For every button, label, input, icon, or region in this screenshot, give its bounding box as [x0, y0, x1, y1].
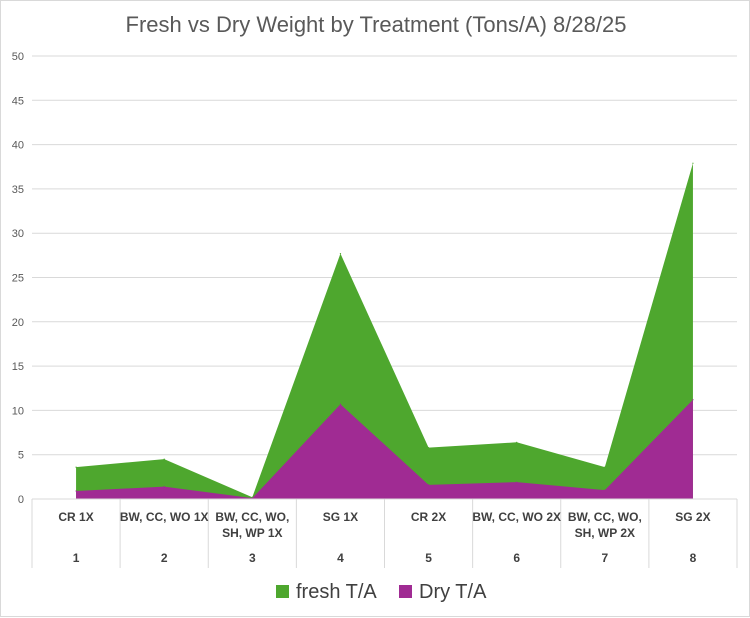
- data-point: [604, 466, 606, 468]
- y-tick-label: 25: [12, 273, 24, 285]
- y-tick-label: 0: [18, 494, 24, 506]
- x-tick-number: 5: [425, 551, 432, 565]
- x-tick-label: SH, WP 2X: [575, 526, 635, 540]
- y-tick-label: 40: [12, 140, 24, 152]
- x-tick-label: BW, CC, WO,: [568, 510, 642, 524]
- x-tick-number: 3: [249, 551, 256, 565]
- x-axis: CR 1X 1 BW, CC, WO 1X 2 BW, CC, WO, SH, WP 1X…: [31, 498, 738, 568]
- x-tick-number: 2: [161, 551, 168, 565]
- y-tick-label: 35: [12, 184, 24, 196]
- y-tick-label: 20: [12, 317, 24, 329]
- data-point: [163, 485, 165, 488]
- data-point: [75, 490, 77, 492]
- data-point: [339, 403, 342, 405]
- data-point: [516, 441, 518, 443]
- data-point: [339, 252, 342, 255]
- legend-swatch: [399, 585, 412, 598]
- x-tick-label: CR 1X: [58, 510, 93, 524]
- legend: fresh T/A Dry T/A: [276, 581, 487, 603]
- x-tick-label: SG 2X: [675, 510, 710, 524]
- chart-title: Fresh vs Dry Weight by Treatment (Tons/A…: [126, 12, 627, 37]
- data-point: [75, 466, 77, 468]
- legend-swatch: [276, 585, 289, 598]
- series-area: [76, 399, 693, 499]
- y-axis-ticks: 0 5 10 15 20 25 30 35 40 45 50: [12, 51, 24, 506]
- y-tick-label: 30: [12, 228, 24, 240]
- x-tick-label: BW, CC, WO 2X: [472, 510, 561, 524]
- y-tick-label: 45: [12, 95, 24, 107]
- x-tick-number: 1: [73, 551, 80, 565]
- x-tick-number: 4: [337, 551, 344, 565]
- x-tick-label: SG 1X: [323, 510, 358, 524]
- y-tick-label: 50: [12, 51, 24, 63]
- data-point: [692, 162, 694, 164]
- y-tick-label: 5: [18, 450, 24, 462]
- legend-label: fresh T/A: [296, 581, 377, 603]
- plot-series: [75, 162, 694, 499]
- legend-label: Dry T/A: [419, 581, 487, 603]
- x-tick-label: BW, CC, WO,: [215, 510, 289, 524]
- gridlines: [32, 55, 737, 500]
- data-point: [427, 447, 430, 449]
- data-point: [692, 399, 694, 401]
- data-point: [427, 484, 430, 486]
- x-tick-number: 7: [601, 551, 608, 565]
- x-tick-label: SH, WP 1X: [222, 526, 282, 540]
- data-point: [516, 481, 518, 483]
- data-point: [251, 496, 253, 498]
- y-tick-label: 15: [12, 361, 24, 373]
- x-tick-number: 6: [513, 551, 520, 565]
- x-tick-label: BW, CC, WO 1X: [120, 510, 209, 524]
- data-point: [163, 458, 165, 460]
- y-tick-label: 10: [12, 405, 24, 417]
- data-point: [251, 497, 253, 499]
- x-tick-number: 8: [690, 551, 697, 565]
- data-point: [604, 489, 606, 491]
- x-tick-label: CR 2X: [411, 510, 446, 524]
